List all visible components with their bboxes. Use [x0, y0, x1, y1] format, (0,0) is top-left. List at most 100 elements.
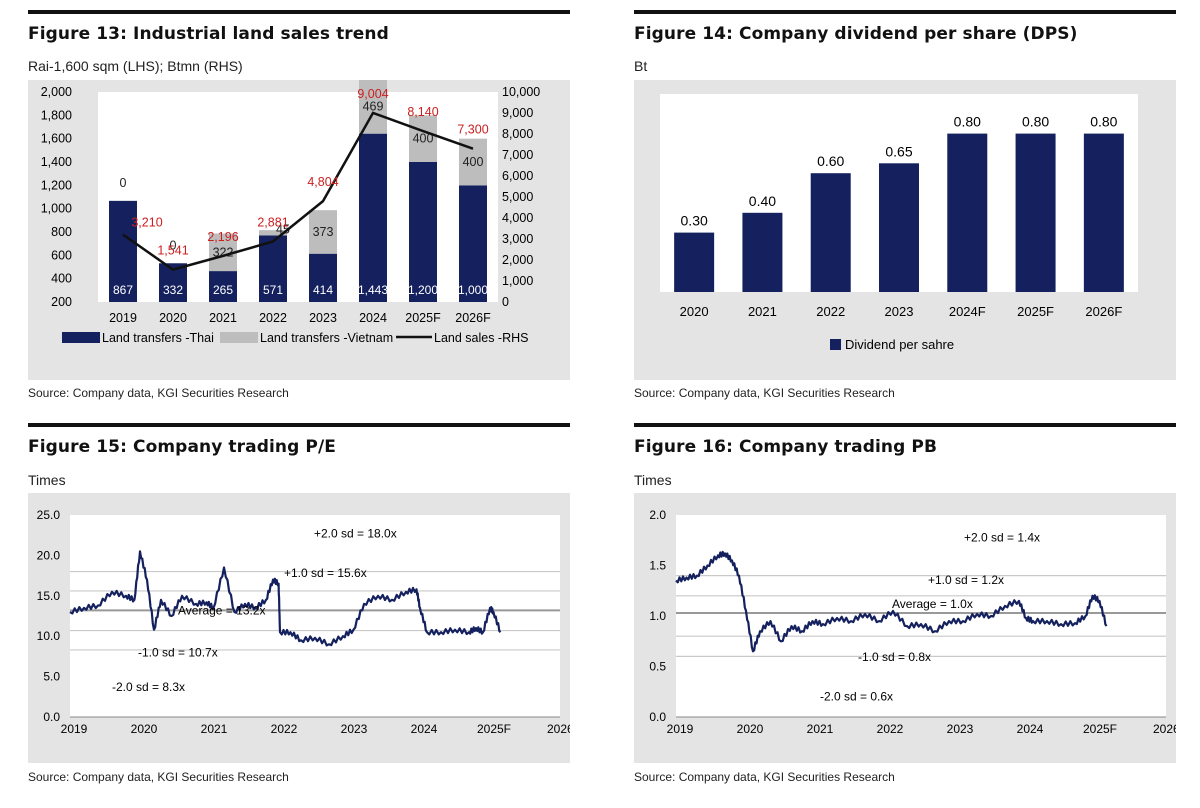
x-tick-label: 2024 — [359, 311, 387, 325]
x-tick-label: 2020 — [680, 304, 709, 319]
x-tick-label: 2024 — [411, 722, 438, 736]
figure-16-panel: Figure 16: Company trading PB Times 2.0 1… — [634, 423, 1187, 803]
x-tick-label: 2023 — [341, 722, 368, 736]
x-tick-label: 2019 — [109, 311, 137, 325]
y-tick-label: 600 — [51, 248, 72, 262]
band-label: +1.0 sd = 1.2x — [928, 573, 1004, 587]
y2-tick-label: 3,000 — [502, 232, 533, 246]
y2-tick-label: 4,000 — [502, 211, 533, 225]
figure-15-title: Figure 15: Company trading P/E — [28, 437, 336, 457]
x-tick-label: 2022 — [259, 311, 287, 325]
x-tick-label: 2025F — [1083, 722, 1117, 736]
bar-vietnam-label: 0 — [120, 176, 127, 190]
y-tick-label: 0.0 — [649, 710, 666, 724]
y2-tick-label: 6,000 — [502, 169, 533, 183]
bar-vietnam — [409, 115, 437, 162]
y2-tick-label: 7,000 — [502, 148, 533, 162]
land-sales-label: 3,210 — [131, 216, 162, 230]
bar-vietnam-label: 0 — [170, 238, 177, 252]
y2-tick-label: 9,000 — [502, 106, 533, 120]
bar-dps — [1015, 133, 1056, 292]
x-tick-label: 2026F — [547, 722, 570, 736]
figure-15-panel: Figure 15: Company trading P/E Times 25.… — [28, 423, 581, 803]
bar-vietnam-label: 322 — [213, 245, 234, 259]
y-tick-label: 1,600 — [41, 132, 72, 146]
bar-dps — [879, 163, 919, 292]
band-label: Average = 1.0x — [892, 597, 973, 611]
figure-14-top-rule — [634, 10, 1176, 14]
band-label: +1.0 sd = 15.6x — [284, 566, 367, 580]
y-tick-label: 20.0 — [37, 548, 61, 562]
bar-dps-label: 0.30 — [681, 213, 708, 229]
y-tick-label: 0.0 — [43, 710, 60, 724]
y-tick-label: 1.5 — [649, 559, 666, 573]
plot-area — [98, 92, 498, 302]
bar-thai-label: 1,000 — [458, 283, 488, 297]
series-land-sales — [122, 111, 474, 272]
y-tick-label: 1.0 — [649, 609, 666, 623]
x-tick-label: 2025F — [1017, 304, 1054, 319]
land-sales-label: 2,881 — [257, 215, 288, 229]
y-tick-label: 400 — [51, 272, 72, 286]
bar-dps — [810, 173, 851, 292]
land-sales-label: 9,004 — [357, 87, 388, 101]
y-tick-label: 2,000 — [41, 85, 72, 99]
bar-vietnam-label: 469 — [363, 99, 384, 113]
legend-swatch-dps — [830, 339, 841, 350]
bar-thai-label: 265 — [213, 283, 233, 297]
x-tick-label: 2026F — [1085, 304, 1122, 319]
bar-thai-label: 332 — [163, 283, 183, 297]
y-tick-label: 1,000 — [41, 202, 72, 216]
legend-label-dps: Dividend per sahre — [845, 337, 954, 352]
figure-15-source: Source: Company data, KGI Securities Res… — [28, 770, 289, 784]
x-tick-label: 2026F — [455, 311, 491, 325]
bar-vietnam-label: 400 — [413, 132, 434, 146]
bar-dps-label: 0.40 — [749, 193, 776, 209]
land-sales-label: 4,804 — [307, 175, 338, 189]
y-tick-label: 25.0 — [37, 508, 61, 522]
x-tick-label: 2020 — [737, 722, 764, 736]
y2-tick-label: 5,000 — [502, 190, 533, 204]
y-tick-label: 0.5 — [649, 660, 666, 674]
bar-vietnam-label: 45 — [276, 222, 290, 236]
figure-16-top-rule — [634, 423, 1176, 427]
x-tick-label: 2022 — [877, 722, 904, 736]
x-tick-label: 2020 — [131, 722, 158, 736]
band-label: -1.0 sd = 10.7x — [138, 646, 218, 660]
series-valuation — [675, 550, 1108, 653]
bar-vietnam-label: 400 — [463, 155, 484, 169]
x-tick-label: 2026F — [1153, 722, 1176, 736]
land-sales-label: 1,541 — [157, 244, 188, 258]
figure-13-chart: 2,000 1,800 1,600 1,400 1,200 1,000 800 600 400 2… — [41, 78, 540, 345]
figure-14-source: Source: Company data, KGI Securities Res… — [634, 386, 895, 400]
figure-13-chart-area: 2,000 1,800 1,600 1,400 1,200 1,000 800 600 400 2… — [28, 78, 570, 380]
bar-thai-label: 1,200 — [408, 283, 438, 297]
y-tick-label: 1,200 — [41, 178, 72, 192]
figure-14-title: Figure 14: Company dividend per share (D… — [634, 24, 1078, 44]
figure-16-source: Source: Company data, KGI Securities Res… — [634, 770, 895, 784]
band-label: Average = 13.2x — [178, 603, 266, 617]
band-label: +2.0 sd = 1.4x — [964, 531, 1040, 545]
bar-dps — [947, 133, 988, 292]
land-sales-label: 2,196 — [207, 230, 238, 244]
y2-tick-label: 1,000 — [502, 274, 533, 288]
y2-tick-label: 0 — [502, 295, 509, 309]
legend-swatch-thai — [62, 332, 100, 343]
x-tick-label: 2025F — [405, 311, 441, 325]
figure-14-units: Bt — [634, 58, 648, 74]
figure-15-units: Times — [28, 472, 66, 488]
bar-vietnam-label: 373 — [313, 225, 334, 239]
x-tick-label: 2024F — [949, 304, 986, 319]
bar-thai — [259, 235, 287, 302]
x-tick-label: 2019 — [61, 722, 88, 736]
bar-dps-label: 0.80 — [1090, 114, 1117, 130]
bar-thai — [109, 200, 137, 302]
land-sales-label: 8,140 — [407, 105, 438, 119]
figure-15-chart-area: 25.0 20.0 15.0 10.0 5.0 0.0 2019 2020 2021 2022 20… — [28, 493, 581, 763]
y-tick-label: 5.0 — [43, 670, 60, 684]
x-tick-label: 2021 — [201, 722, 228, 736]
y-tick-label: 800 — [51, 225, 72, 239]
bar-thai — [359, 133, 387, 302]
bar-thai — [309, 253, 337, 302]
x-tick-label: 2022 — [271, 722, 298, 736]
